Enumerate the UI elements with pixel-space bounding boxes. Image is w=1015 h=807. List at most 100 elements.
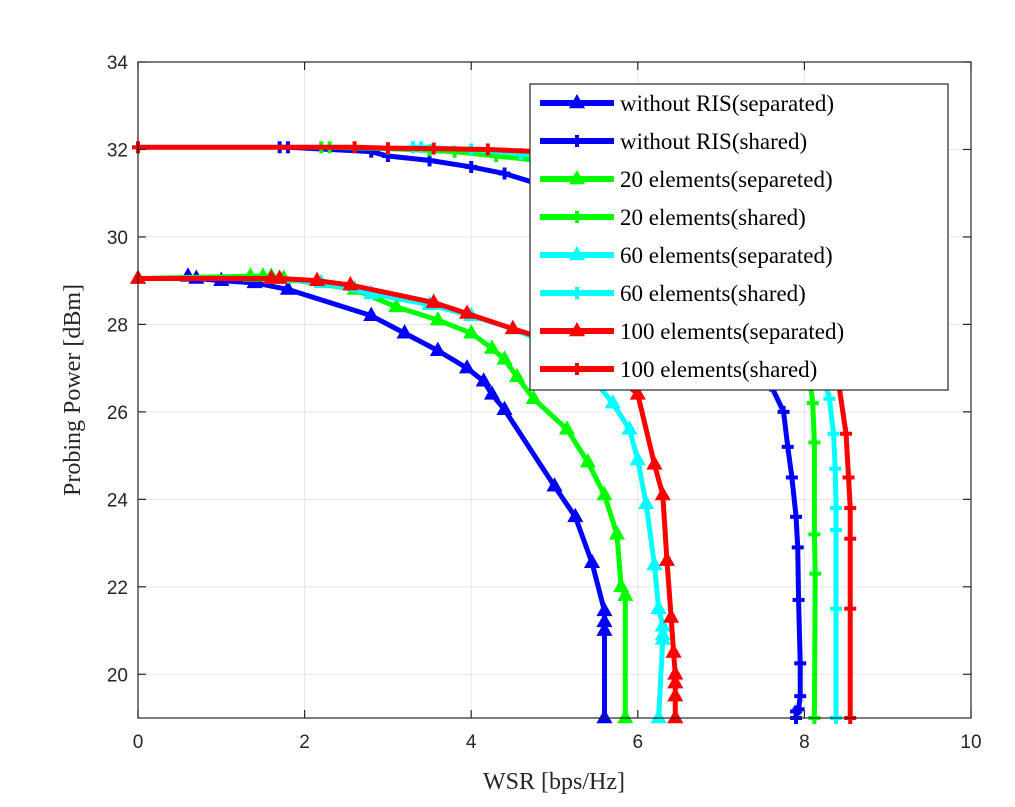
data-point	[663, 608, 680, 623]
legend-entry: without RIS(separated)	[540, 91, 834, 116]
data-point	[508, 367, 526, 383]
data-point	[465, 160, 478, 173]
data-point	[844, 502, 857, 515]
legend-marker	[571, 287, 583, 299]
legend-entry: 100 elements(shared)	[540, 357, 817, 382]
y-tick-label: 28	[107, 315, 128, 336]
data-point	[583, 553, 601, 569]
legend: without RIS(separated) without RIS(shared…	[529, 83, 949, 391]
data-point	[579, 453, 596, 468]
legend-marker	[568, 245, 586, 261]
data-point	[658, 551, 676, 566]
data-point	[567, 507, 584, 523]
data-point	[781, 440, 794, 453]
data-point	[830, 502, 843, 515]
y-tick-label: 22	[107, 578, 128, 599]
legend-entry: without RIS(shared)	[540, 129, 807, 154]
legend-entry: 20 elements(separeted)	[540, 167, 833, 192]
data-point	[827, 427, 840, 440]
data-point	[596, 708, 613, 724]
data-point	[463, 324, 480, 339]
data-point	[621, 420, 638, 435]
data-point	[830, 602, 843, 615]
data-point	[458, 359, 476, 374]
data-point	[842, 471, 855, 484]
data-point	[342, 276, 359, 291]
x-tick-label: 10	[960, 732, 981, 753]
x-tick-label: 6	[633, 732, 644, 753]
data-point	[809, 567, 822, 580]
data-point	[496, 350, 513, 365]
data-point	[558, 420, 576, 435]
data-point	[617, 708, 634, 724]
legend-label: 100 elements(separated)	[620, 319, 844, 344]
data-point	[396, 324, 413, 339]
data-point	[650, 599, 667, 614]
y-axis-label: Probing Power [dBm]	[60, 284, 86, 496]
data-point	[654, 630, 671, 645]
legend-label: 60 elements(separated)	[620, 243, 833, 268]
legend-label: without RIS(shared)	[620, 129, 807, 154]
y-tick-label: 30	[107, 228, 128, 249]
data-point	[794, 657, 807, 670]
data-point	[792, 593, 805, 606]
y-tick-label: 32	[107, 140, 128, 161]
y-tick-label: 34	[107, 53, 129, 74]
data-point	[596, 621, 613, 636]
legend-marker	[571, 363, 583, 375]
legend-marker	[571, 135, 583, 147]
data-point	[617, 586, 634, 601]
data-point	[309, 271, 326, 286]
data-point	[830, 523, 843, 536]
data-point	[840, 427, 853, 440]
legend-entry: 60 elements(separated)	[540, 243, 833, 268]
legend-entry: 60 elements(shared)	[540, 281, 806, 306]
data-point	[791, 541, 804, 554]
data-point	[654, 485, 671, 501]
data-point	[665, 643, 682, 658]
data-point	[481, 143, 494, 156]
y-tick-label: 26	[107, 403, 128, 424]
data-point	[271, 269, 288, 284]
data-point	[483, 339, 501, 354]
data-point	[844, 602, 857, 615]
y-tick-label: 20	[107, 665, 128, 686]
legend-label: without RIS(separated)	[620, 91, 834, 116]
data-point	[667, 708, 684, 724]
data-point	[790, 510, 803, 523]
data-point	[279, 280, 296, 295]
data-point	[427, 142, 440, 155]
data-point	[629, 385, 646, 400]
data-point	[381, 142, 394, 155]
data-point	[525, 389, 542, 405]
x-axis-label: WSR [bps/Hz]	[483, 769, 625, 795]
data-point	[429, 341, 446, 356]
data-point	[806, 397, 819, 410]
data-point	[844, 532, 857, 545]
data-point	[829, 462, 842, 475]
data-point	[608, 525, 626, 540]
legend-label: 20 elements(shared)	[620, 205, 806, 230]
data-point	[483, 385, 501, 400]
data-point	[425, 293, 442, 308]
legend-label: 60 elements(shared)	[620, 281, 806, 306]
plot-area-border	[137, 61, 972, 719]
x-tick-label: 2	[299, 732, 310, 753]
data-point	[429, 311, 446, 326]
data-point	[794, 690, 807, 703]
legend-marker	[568, 93, 586, 109]
data-point	[475, 372, 492, 387]
data-point	[504, 319, 521, 335]
legend-entry: 100 elements(separated)	[540, 319, 844, 344]
x-tick-label: 4	[466, 732, 477, 753]
data-point	[596, 485, 613, 501]
series-5	[129, 269, 671, 724]
data-point	[808, 528, 821, 541]
data-point	[546, 477, 563, 492]
data-point	[423, 154, 436, 167]
data-point	[823, 392, 836, 405]
data-point	[388, 297, 405, 313]
x-tick-label: 8	[799, 732, 810, 753]
